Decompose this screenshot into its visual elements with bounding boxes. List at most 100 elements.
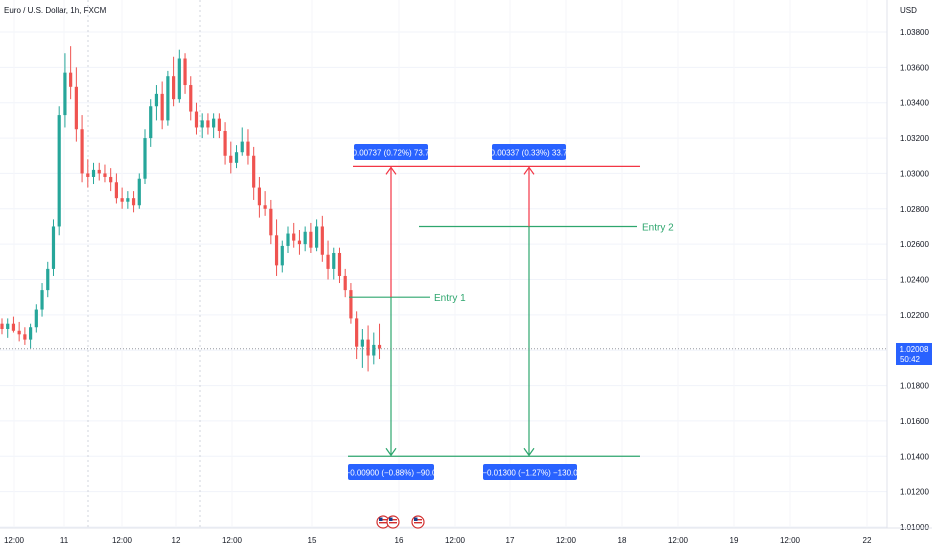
- candle-body: [0, 323, 4, 329]
- candle-body: [23, 334, 27, 340]
- price-tick: 1.01800: [900, 382, 929, 391]
- price-tick: 1.03400: [900, 99, 929, 108]
- candle-body: [46, 268, 50, 291]
- price-tick: 1.01200: [900, 488, 929, 497]
- time-tick: 12:00: [222, 536, 243, 545]
- time-tick: 19: [730, 536, 739, 545]
- chart-grid: [0, 31, 887, 528]
- time-tick: 12:00: [780, 536, 801, 545]
- time-axis[interactable]: 12:00 11 12:00 12 12:00 15 16 12:00 17 12:00 18 12:…: [0, 527, 932, 545]
- candle-body: [377, 344, 382, 349]
- candle-body: [114, 182, 118, 199]
- symbol-title[interactable]: Euro / U.S. Dollar, 1h, FXCM: [4, 6, 107, 15]
- candle-body: [257, 187, 261, 206]
- price-ticks: 1.03800 1.03600 1.03400 1.03200 1.03000 1.028…: [900, 28, 929, 532]
- time-tick: 12:00: [556, 536, 577, 545]
- profit1-text: 0.00737 (0.72%) 73.7: [353, 149, 430, 158]
- candle-body: [372, 344, 376, 356]
- candle-body: [246, 141, 250, 156]
- candle-body: [63, 72, 67, 116]
- entry2-label: Entry 2: [642, 222, 674, 233]
- countdown-value: 50:42: [900, 355, 921, 364]
- candle-body: [206, 120, 210, 128]
- candle-body: [349, 290, 353, 319]
- price-tick: 1.01400: [900, 452, 929, 461]
- economic-events[interactable]: [376, 515, 425, 529]
- loss1-badge: −0.00900 (−0.88%) −90.0: [346, 464, 437, 480]
- candle-body: [51, 226, 56, 269]
- arrowhead-icon: [523, 166, 535, 175]
- candle-body: [337, 252, 342, 276]
- candle-body: [223, 131, 227, 156]
- last-price-value: 1.02008: [900, 345, 929, 354]
- price-tick: 1.02400: [900, 276, 929, 285]
- candle-series: [0, 46, 382, 372]
- candle-body: [143, 138, 147, 179]
- time-tick: 12:00: [4, 536, 25, 545]
- price-tick: 1.03200: [900, 134, 929, 143]
- candle-body: [103, 173, 107, 177]
- profit1-badge: 0.00737 (0.72%) 73.7: [353, 144, 430, 160]
- candle-body: [343, 275, 347, 291]
- session-separators: [87, 0, 201, 528]
- price-scale[interactable]: USD 1.038001.036001.034001.032001.030001…: [886, 0, 932, 532]
- candle-body: [252, 155, 256, 188]
- time-tick: 12:00: [668, 536, 689, 545]
- candle-body: [149, 106, 153, 139]
- candle-body: [17, 330, 21, 335]
- candle-body: [160, 93, 164, 121]
- candle-body: [172, 76, 176, 100]
- candle-body: [303, 231, 307, 245]
- candle-body: [194, 111, 199, 128]
- us-flag-icon[interactable]: [411, 515, 425, 529]
- entry1-label: Entry 1: [434, 293, 466, 304]
- candle-body: [91, 169, 96, 177]
- us-flag-icon[interactable]: [386, 515, 400, 529]
- candle-body: [326, 254, 330, 269]
- candle-body: [360, 339, 364, 347]
- candle-body: [315, 226, 319, 248]
- price-tick: 1.02600: [900, 240, 929, 249]
- candle-body: [57, 115, 61, 227]
- loss2-text: −0.01300 (−1.27%) −130.0: [482, 469, 578, 478]
- candle-body: [212, 118, 216, 128]
- candle-body: [189, 85, 193, 112]
- time-tick: 12:00: [112, 536, 133, 545]
- us-flag-icon[interactable]: [376, 515, 390, 529]
- price-tick: 1.02800: [900, 205, 929, 214]
- candle-body: [229, 155, 233, 163]
- loss2-badge: −0.01300 (−1.27%) −130.0: [482, 464, 578, 480]
- candle-body: [86, 173, 90, 177]
- candle-body: [320, 226, 324, 255]
- drawing-tools[interactable]: Entry 1 Entry 2 0.00737 (0.72%) 73.7 0.0…: [346, 144, 675, 480]
- price-tick: 1.03800: [900, 28, 929, 37]
- price-tick: 1.03000: [900, 169, 929, 178]
- time-tick: 16: [395, 536, 404, 545]
- candle-body: [309, 231, 313, 248]
- candle-body: [332, 252, 336, 269]
- candle-body: [234, 152, 239, 163]
- time-tick: 15: [308, 536, 317, 545]
- last-price-badge: 1.02008 50:42: [896, 343, 932, 365]
- profit2-badge: 0.00337 (0.33%) 33.7: [491, 144, 568, 160]
- candle-body: [286, 233, 290, 246]
- time-ticks: 12:00 11 12:00 12 12:00 15 16 12:00 17 12:00 18 12:…: [4, 536, 872, 545]
- candle-body: [11, 323, 16, 331]
- candle-body: [74, 86, 78, 130]
- candle-body: [200, 120, 204, 128]
- profit2-text: 0.00337 (0.33%) 33.7: [491, 149, 568, 158]
- time-tick: 18: [618, 536, 627, 545]
- candle-body: [274, 235, 279, 266]
- candle-body: [6, 323, 10, 329]
- candle-body: [280, 245, 284, 266]
- candle-body: [131, 198, 136, 206]
- price-tick: 1.03600: [900, 63, 929, 72]
- candle-body: [297, 240, 302, 245]
- arrowhead-icon: [385, 166, 397, 175]
- candle-body: [69, 72, 73, 87]
- candle-body: [263, 205, 267, 209]
- candle-body: [183, 58, 187, 86]
- candle-body: [177, 58, 181, 100]
